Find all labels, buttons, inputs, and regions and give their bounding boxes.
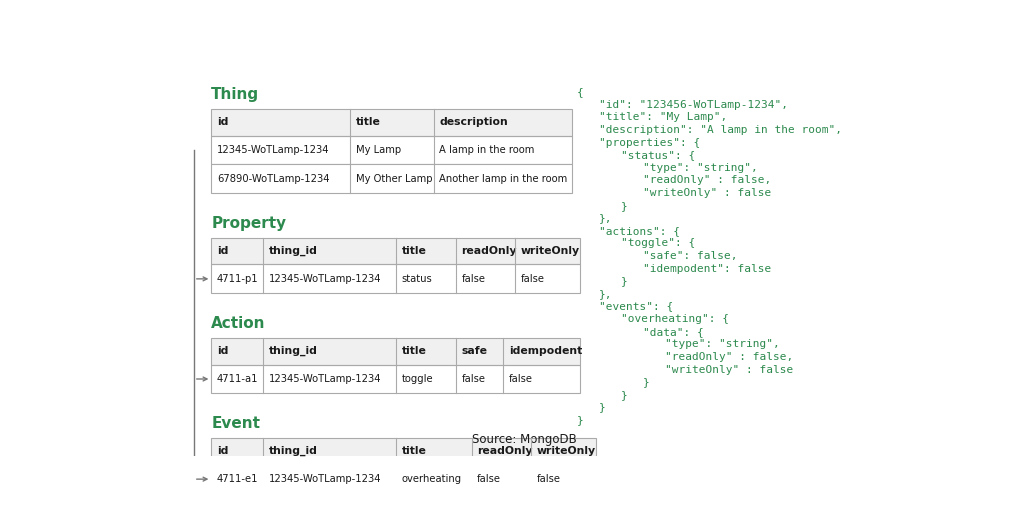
Text: id: id — [217, 446, 228, 456]
Text: }: } — [621, 276, 628, 286]
Text: }: } — [621, 390, 628, 400]
Text: "type": "string",: "type": "string", — [643, 163, 758, 173]
Text: safe: safe — [461, 346, 487, 356]
Text: "id": "123456-WoTLamp-1234",: "id": "123456-WoTLamp-1234", — [599, 100, 787, 110]
Text: false: false — [477, 474, 501, 484]
Text: "actions": {: "actions": { — [599, 226, 680, 236]
Text: 4711-e1: 4711-e1 — [217, 474, 258, 484]
Text: },: }, — [599, 213, 612, 223]
Bar — [211, 338, 581, 365]
Text: }: } — [643, 377, 650, 387]
Bar — [211, 438, 596, 465]
Text: 12345-WoTLamp-1234: 12345-WoTLamp-1234 — [217, 145, 330, 155]
Text: false: false — [509, 374, 532, 384]
Text: false: false — [537, 474, 561, 484]
Text: id: id — [217, 117, 228, 127]
Text: "type": "string",: "type": "string", — [666, 339, 780, 349]
Bar — [211, 109, 572, 136]
Bar — [211, 136, 572, 164]
Text: My Other Lamp: My Other Lamp — [355, 174, 432, 184]
Text: writeOnly: writeOnly — [521, 246, 580, 256]
Bar — [211, 338, 581, 365]
Text: id: id — [217, 246, 228, 256]
Bar — [211, 164, 572, 193]
Text: Event: Event — [211, 416, 260, 431]
Text: thing_id: thing_id — [268, 346, 317, 356]
Text: 12345-WoTLamp-1234: 12345-WoTLamp-1234 — [268, 374, 381, 384]
Text: status: status — [401, 274, 432, 284]
Text: }: } — [621, 201, 628, 210]
Bar — [211, 265, 581, 293]
Text: title: title — [401, 346, 427, 356]
Text: 67890-WoTLamp-1234: 67890-WoTLamp-1234 — [217, 174, 330, 184]
Text: Source: MongoDB: Source: MongoDB — [472, 433, 578, 446]
Text: "toggle": {: "toggle": { — [621, 239, 695, 248]
Text: "readOnly" : false,: "readOnly" : false, — [643, 176, 771, 185]
Text: title: title — [401, 246, 427, 256]
Text: thing_id: thing_id — [268, 446, 317, 457]
Text: 12345-WoTLamp-1234: 12345-WoTLamp-1234 — [268, 474, 381, 484]
Text: }: } — [577, 415, 583, 425]
Bar — [211, 365, 581, 393]
Text: description: description — [439, 117, 508, 127]
Text: Action: Action — [211, 316, 266, 331]
Text: false: false — [521, 274, 545, 284]
Text: id: id — [217, 346, 228, 356]
Text: false: false — [461, 274, 485, 284]
Text: "writeOnly" : false: "writeOnly" : false — [666, 365, 794, 375]
Text: "events": {: "events": { — [599, 302, 673, 311]
Text: My Lamp: My Lamp — [355, 145, 400, 155]
Bar — [211, 438, 596, 465]
Text: "status": {: "status": { — [621, 150, 695, 160]
Bar — [211, 109, 572, 136]
Text: readOnly: readOnly — [477, 446, 532, 456]
Bar — [211, 238, 581, 265]
Text: Property: Property — [211, 216, 287, 231]
Text: {: { — [577, 87, 583, 97]
Text: }: } — [599, 402, 605, 413]
Text: "overheating": {: "overheating": { — [621, 314, 729, 324]
Bar — [211, 465, 596, 494]
Text: idempodent: idempodent — [509, 346, 583, 356]
Text: title: title — [355, 117, 381, 127]
Text: "properties": {: "properties": { — [599, 138, 699, 147]
Text: readOnly: readOnly — [461, 246, 517, 256]
Text: 4711-p1: 4711-p1 — [217, 274, 258, 284]
Text: false: false — [461, 374, 485, 384]
Text: },: }, — [599, 289, 612, 299]
Text: A lamp in the room: A lamp in the room — [439, 145, 535, 155]
Text: "description": "A lamp in the room",: "description": "A lamp in the room", — [599, 125, 842, 135]
Text: 4711-a1: 4711-a1 — [217, 374, 258, 384]
Text: title: title — [401, 446, 427, 456]
Text: "writeOnly" : false: "writeOnly" : false — [643, 188, 771, 198]
Text: toggle: toggle — [401, 374, 433, 384]
Text: Thing: Thing — [211, 87, 259, 102]
Text: Another lamp in the room: Another lamp in the room — [439, 174, 567, 184]
Text: thing_id: thing_id — [268, 246, 317, 256]
Text: "safe": false,: "safe": false, — [643, 251, 737, 261]
Text: writeOnly: writeOnly — [537, 446, 596, 456]
Bar — [211, 238, 581, 265]
Text: "title": "My Lamp",: "title": "My Lamp", — [599, 112, 727, 122]
Text: "data": {: "data": { — [643, 327, 703, 337]
Text: "idempodent": false: "idempodent": false — [643, 264, 771, 274]
Text: 12345-WoTLamp-1234: 12345-WoTLamp-1234 — [268, 274, 381, 284]
Text: overheating: overheating — [401, 474, 462, 484]
Text: "readOnly" : false,: "readOnly" : false, — [666, 352, 794, 362]
